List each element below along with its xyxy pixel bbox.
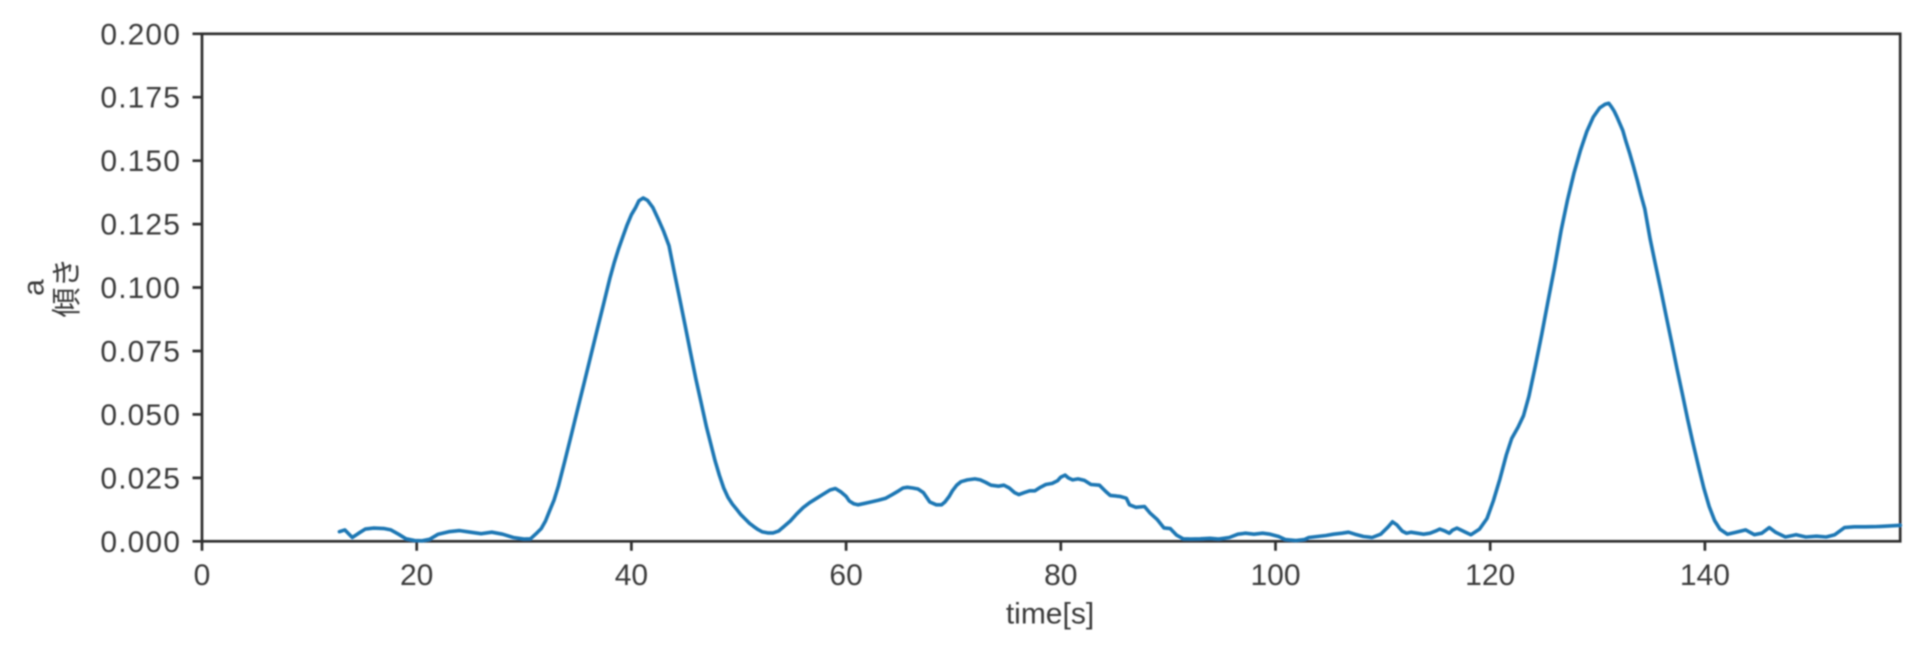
- svg-text:20: 20: [400, 559, 433, 592]
- svg-text:0.125: 0.125: [100, 209, 181, 242]
- svg-text:0.050: 0.050: [100, 399, 181, 432]
- svg-text:0.100: 0.100: [100, 272, 181, 305]
- svg-text:time[s]: time[s]: [1006, 598, 1094, 631]
- svg-text:0.000: 0.000: [100, 526, 181, 559]
- svg-text:0.025: 0.025: [100, 462, 181, 495]
- svg-text:140: 140: [1680, 559, 1730, 592]
- svg-text:0.150: 0.150: [100, 145, 181, 178]
- svg-text:40: 40: [615, 559, 648, 592]
- svg-text:0.175: 0.175: [100, 82, 181, 115]
- svg-text:傾き: 傾き: [51, 258, 84, 318]
- svg-text:a: a: [18, 279, 51, 296]
- svg-text:0.200: 0.200: [100, 18, 181, 51]
- svg-text:120: 120: [1465, 559, 1515, 592]
- svg-text:80: 80: [1044, 559, 1077, 592]
- svg-text:0: 0: [194, 559, 211, 592]
- svg-text:0.075: 0.075: [100, 336, 181, 369]
- svg-text:100: 100: [1250, 559, 1300, 592]
- svg-text:60: 60: [829, 559, 862, 592]
